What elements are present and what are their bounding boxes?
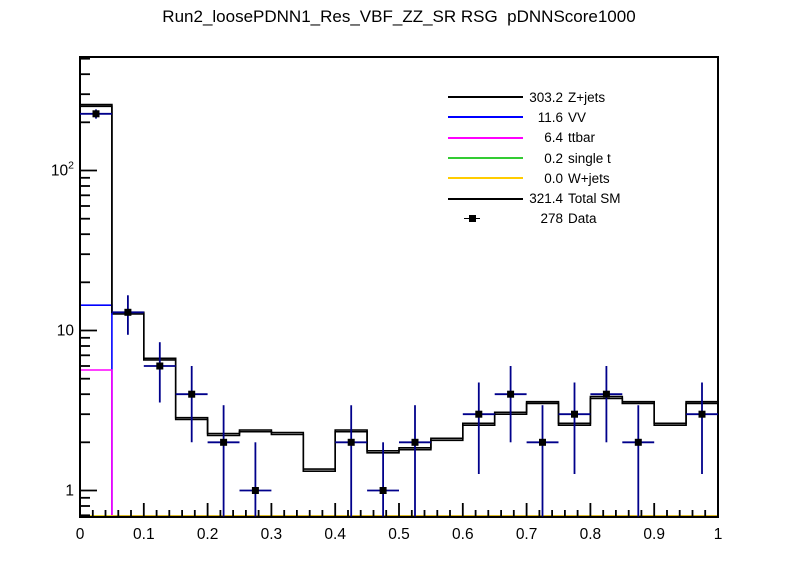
legend: 303.2 Z+jets 11.6 VV 6.4 ttbar 0.2 single t 0.0 W… [448,87,720,229]
x-axis-label: 0.8 [580,526,602,543]
data-marker [571,410,578,418]
legend-color-line [448,96,523,99]
legend-entry-w-jets: 0.0 W+jets [448,168,720,188]
legend-entry-yield: 278 [540,211,563,227]
legend-entry-vv: 11.6 VV [448,107,720,127]
data-marker [124,308,132,316]
plot-title: Run2_loosePDNN1_Res_VBF_ZZ_SR RSG pDNNSc… [162,7,636,26]
legend-entry-total-sm: 321.4 Total SM [448,188,720,208]
data-marker [698,410,706,418]
legend-entry-yield: 321.4 [529,191,563,207]
legend-entry-yield: 0.0 [544,170,563,186]
legend-entry-yield: 6.4 [544,130,563,146]
x-axis-label: 0.3 [261,526,283,543]
x-axis-label: 0.7 [516,526,538,543]
legend-line-sample [448,197,523,200]
legend-line-sample [448,136,523,139]
legend-entry-data: 278 Data [448,209,720,229]
legend-entry-ttbar: 6.4 ttbar [448,128,720,148]
legend-entry-label: VV [568,109,587,125]
legend-entry-yield: 303.2 [529,89,563,105]
x-axis-label: 0 [76,526,85,543]
legend-entry-label: ttbar [568,130,596,146]
legend-line-sample [448,96,523,99]
x-axis-label: 0.1 [133,526,155,543]
data-marker [507,390,515,398]
data-marker [411,438,419,446]
y-axis-label: 10 [57,323,75,340]
data-marker [602,390,610,398]
data-marker [188,390,196,398]
x-axis-label: 0.5 [388,526,410,543]
legend-color-line [448,136,523,139]
legend-marker-sample [448,214,523,223]
legend-color-line [448,116,523,119]
legend-entry-label: Z+jets [568,89,606,105]
data-marker [92,110,100,118]
x-axis-label: 0.9 [643,526,665,543]
legend-entry-label: W+jets [568,170,610,186]
data-marker [475,410,483,418]
legend-entry-z-jets: 303.2 Z+jets [448,87,720,107]
data-marker [251,487,259,494]
x-axis-label: 0.4 [324,526,346,543]
data-marker [634,438,642,446]
legend-color-line [448,177,523,180]
data-marker [347,438,355,446]
legend-line-sample [448,157,523,160]
legend-color-line [448,157,523,160]
legend-entry-label: Total SM [568,191,621,207]
legend-entry-yield: 11.6 [537,109,563,125]
legend-line-sample [448,177,523,180]
legend-entry-yield: 0.2 [544,150,563,166]
data-marker [379,487,387,494]
legend-entry-single-t: 0.2 single t [448,148,720,168]
legend-entry-label: single t [568,150,611,166]
y-axis-label: 102 [51,160,74,180]
data-marker [220,438,228,446]
y-axis-label: 1 [65,483,74,500]
legend-color-line [448,197,523,200]
x-axis-label: 0.2 [197,526,219,543]
data-marker [156,362,164,370]
legend-entry-label: Data [568,211,597,227]
data-marker-icon [464,214,480,223]
x-axis-label: 0.6 [452,526,474,543]
data-marker [539,438,546,446]
x-axis-label: 1 [714,526,723,543]
legend-line-sample [448,116,523,119]
